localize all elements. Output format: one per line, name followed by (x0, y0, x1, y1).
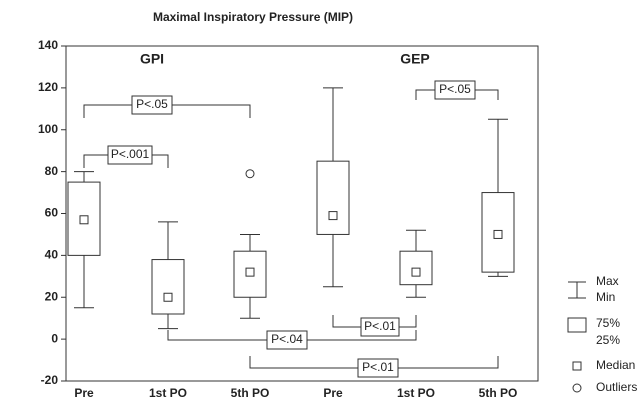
outlier (245, 169, 255, 179)
median (411, 267, 421, 277)
y-tick-label: 40 (45, 248, 59, 262)
box (151, 259, 185, 315)
annotation-box (131, 95, 173, 115)
annotation-box (434, 80, 476, 100)
box (316, 160, 350, 235)
median (79, 215, 89, 225)
group-label: GPI (140, 51, 164, 67)
median (245, 267, 255, 277)
annotation-box (360, 317, 400, 337)
legend-label: Median (596, 358, 635, 372)
annotation-box (107, 145, 153, 165)
annotation: P<.05 (439, 82, 471, 96)
legend-label: 75% (596, 316, 620, 330)
y-tick-label: 80 (45, 164, 59, 178)
x-tick-label: 1st PO (149, 386, 187, 400)
annotation-box (357, 358, 399, 378)
annotation: P<.05 (136, 97, 168, 111)
x-tick-label: Pre (74, 386, 94, 400)
legend-box (567, 317, 587, 333)
chart-title: Maximal Inspiratory Pressure (MIP) (153, 10, 353, 24)
y-tick-label: 140 (38, 38, 58, 52)
legend-label: 25% (596, 333, 620, 347)
y-tick-label: 100 (38, 122, 58, 136)
x-tick-label: 5th PO (479, 386, 518, 400)
y-tick-label: 0 (51, 331, 58, 345)
annotation: P<.01 (364, 319, 396, 333)
x-tick-label: Pre (323, 386, 343, 400)
annotation: P<.04 (271, 332, 303, 346)
annotation: P<.01 (362, 360, 394, 374)
annotation: P<.001 (111, 147, 150, 161)
legend-label: Min (596, 290, 615, 304)
legend-label: Outliers (596, 380, 637, 394)
x-tick-label: 5th PO (231, 386, 270, 400)
legend-outlier (572, 383, 582, 393)
median (163, 292, 173, 302)
legend-whisker (568, 281, 586, 299)
y-tick-label: 60 (45, 206, 59, 220)
median (328, 211, 338, 221)
y-tick-label: -20 (41, 373, 59, 387)
y-tick-label: 20 (45, 289, 59, 303)
x-tick-label: 1st PO (397, 386, 435, 400)
annotation-box (266, 330, 308, 350)
group-label: GEP (400, 51, 430, 67)
legend-label: Max (596, 274, 619, 288)
y-tick-label: 120 (38, 80, 58, 94)
legend-median (572, 361, 582, 371)
median (493, 229, 503, 239)
